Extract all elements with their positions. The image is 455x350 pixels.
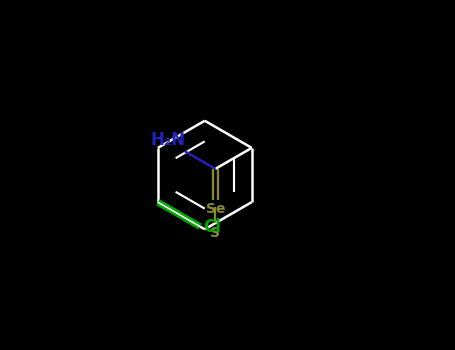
- Text: H₂N: H₂N: [150, 131, 185, 148]
- Text: Cl: Cl: [203, 218, 221, 236]
- Text: Se: Se: [206, 202, 225, 216]
- Text: S: S: [210, 226, 220, 239]
